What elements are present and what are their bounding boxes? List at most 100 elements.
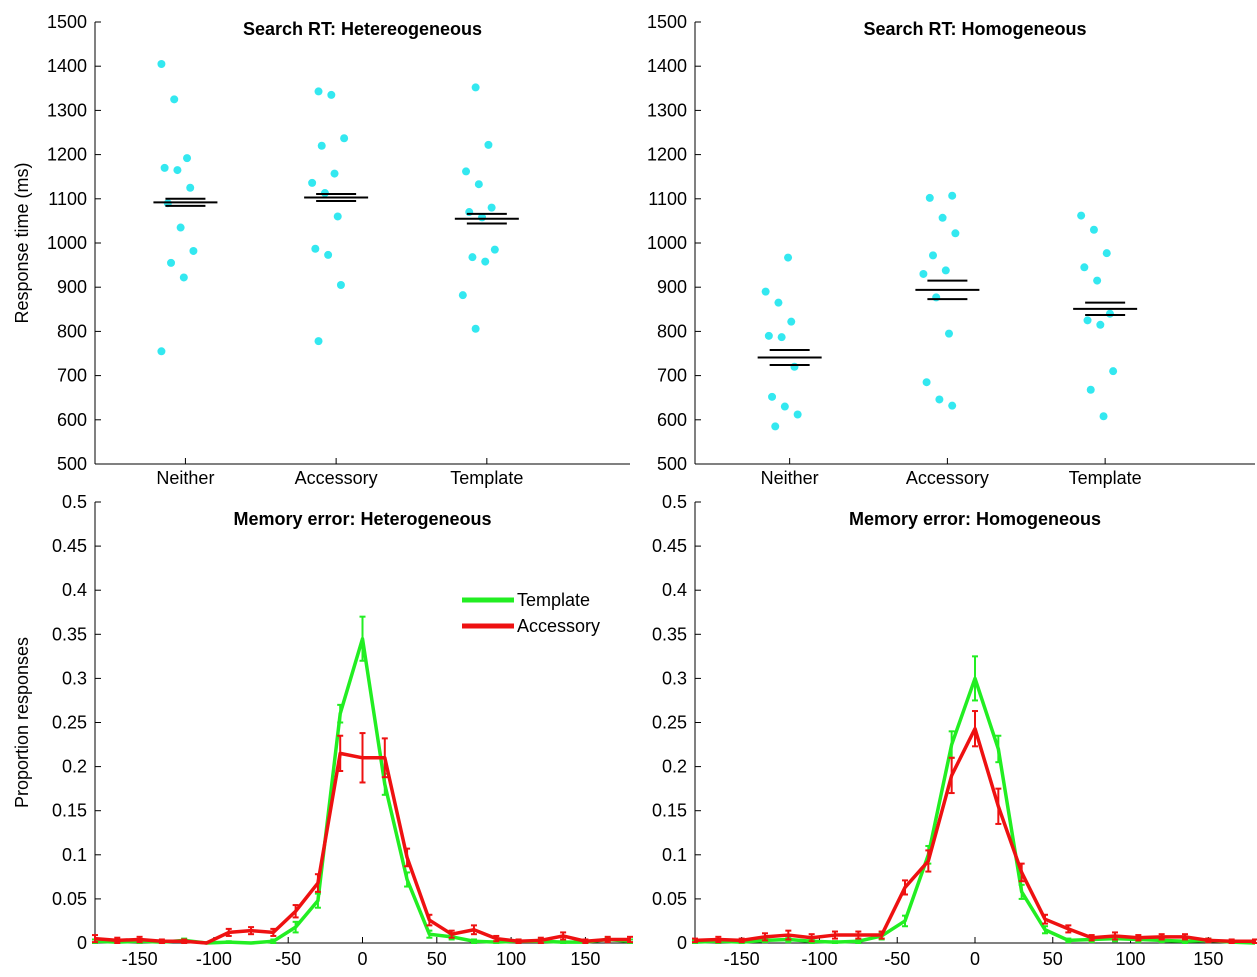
data-point	[176, 223, 185, 232]
data-point	[340, 134, 349, 143]
y-tick-label: 0.35	[652, 624, 687, 644]
panel-memory-error-heterogeneous: 0 0.05 0.1 0.15 0.2 0.25 0.3 0.35 0.4 0.45 0.5 -150…	[12, 492, 633, 969]
data-point	[157, 347, 166, 356]
data-point	[462, 167, 471, 176]
data-point	[487, 203, 496, 212]
data-point	[951, 229, 960, 238]
y-axis-label: Proportion responses	[12, 637, 32, 808]
x-tick-label: 100	[1116, 949, 1146, 969]
y-tick-label: 0.3	[662, 668, 687, 688]
panel-search-rt-heterogeneous: 500 600 700 800 900 1000 1100 1200 1300 1400 1500 N…	[12, 12, 630, 488]
data-point	[471, 324, 480, 333]
data-point	[935, 395, 944, 404]
x-tick-label: -50	[275, 949, 301, 969]
y-tick-label: 800	[57, 321, 87, 341]
data-point	[1077, 211, 1086, 220]
y-tick-label: 700	[57, 366, 87, 386]
series-line	[694, 726, 1255, 943]
y-tick-label: 1500	[47, 12, 87, 32]
y-tick-label: 600	[57, 410, 87, 430]
data-point	[474, 180, 483, 189]
chart-title: Search RT: Hetereogeneous	[243, 19, 482, 39]
data-point	[774, 298, 783, 307]
legend: Template Accessory	[462, 590, 600, 636]
data-point	[484, 140, 493, 149]
data-point	[1080, 263, 1089, 272]
data-point	[490, 245, 499, 254]
series-template	[692, 655, 1256, 945]
y-tick-label: 0.4	[62, 580, 87, 600]
data-point	[790, 362, 799, 371]
data-point	[793, 410, 802, 419]
y-tick-label: 1300	[47, 100, 87, 120]
panel-search-rt-homogeneous: 500 600 700 800 900 1000 1100 1200 1300 1400 1500 N…	[647, 12, 1255, 488]
data-point	[761, 287, 770, 296]
x-tick-label: 0	[357, 949, 367, 969]
data-point	[471, 83, 480, 92]
y-tick-label: 0.5	[662, 492, 687, 512]
chart-title: Memory error: Homogeneous	[849, 509, 1101, 529]
y-tick-label: 600	[657, 410, 687, 430]
x-tick-label: 50	[427, 949, 447, 969]
data-point	[465, 208, 474, 217]
x-tick-label: 150	[1193, 949, 1223, 969]
x-tick-label: -50	[884, 949, 910, 969]
data-point	[1093, 276, 1102, 285]
x-tick-label: -100	[196, 949, 232, 969]
data-point	[160, 163, 169, 172]
y-tick-label: 1200	[47, 145, 87, 165]
data-point	[468, 253, 477, 262]
series-line	[94, 636, 631, 945]
data-point	[179, 273, 188, 282]
data-point	[333, 212, 342, 221]
x-tick-label: 50	[1043, 949, 1063, 969]
data-point	[186, 183, 195, 192]
y-tick-label: 0.35	[52, 624, 87, 644]
data-point	[1102, 249, 1111, 258]
panel-memory-error-homogeneous: 0 0.05 0.1 0.15 0.2 0.25 0.3 0.35 0.4 0.45 0.5 -150…	[652, 492, 1257, 969]
legend-label: Accessory	[517, 616, 600, 636]
data-point	[173, 166, 182, 175]
data-point	[314, 337, 323, 346]
data-point	[170, 95, 179, 104]
data-point	[167, 258, 176, 267]
data-point	[925, 193, 934, 202]
y-tick-label: 0.05	[52, 889, 87, 909]
x-tick-label: 150	[570, 949, 600, 969]
y-tick-label: 0.15	[52, 801, 87, 821]
data-point	[948, 401, 957, 410]
series-accessory	[692, 710, 1257, 944]
x-tick-label: 100	[496, 949, 526, 969]
y-tick-label: 0.2	[662, 757, 687, 777]
data-point	[922, 378, 931, 387]
data-point	[932, 293, 941, 302]
y-tick-label: 0.5	[62, 492, 87, 512]
data-point	[317, 141, 326, 150]
data-point	[1105, 309, 1114, 318]
y-tick-label: 0	[677, 933, 687, 953]
data-point	[771, 422, 780, 431]
data-point	[189, 246, 198, 255]
data-point	[938, 213, 947, 222]
y-tick-label: 0.15	[652, 801, 687, 821]
data-point	[948, 191, 957, 200]
data-point	[1109, 367, 1118, 376]
x-tick-label: -150	[724, 949, 760, 969]
data-point	[330, 169, 339, 178]
y-tick-label: 1500	[647, 12, 687, 32]
data-point	[784, 253, 793, 262]
data-point	[787, 317, 796, 326]
data-point	[157, 59, 166, 68]
y-tick-label: 0.1	[62, 845, 87, 865]
x-tick-label: Neither	[761, 468, 819, 488]
data-point	[1096, 320, 1105, 329]
data-point	[944, 329, 953, 338]
legend-label: Template	[517, 590, 590, 610]
data-point	[327, 90, 336, 99]
y-tick-label: 0.45	[652, 536, 687, 556]
data-point	[777, 333, 786, 342]
x-tick-label: Accessory	[295, 468, 378, 488]
y-axis-label: Response time (ms)	[12, 162, 32, 323]
data-point	[481, 257, 490, 266]
y-tick-label: 1100	[48, 189, 87, 209]
